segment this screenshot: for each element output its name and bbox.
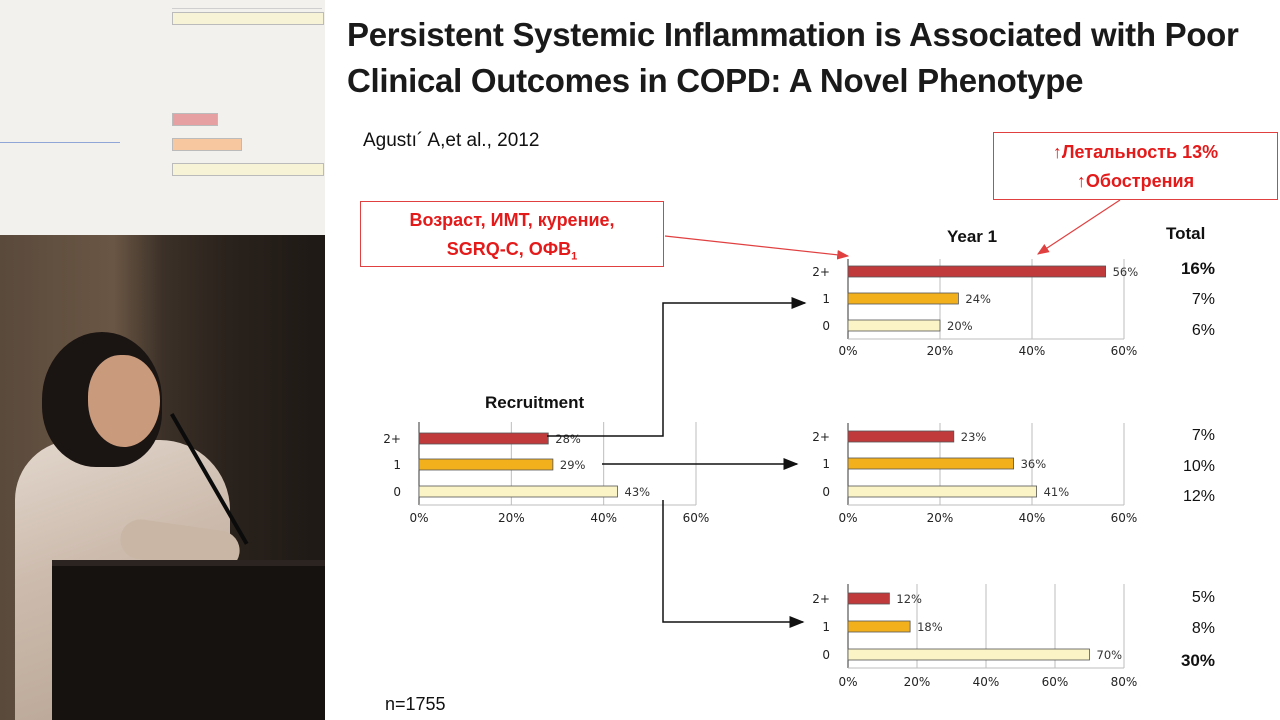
- callout-line-2: ↑Обострения: [1076, 171, 1195, 191]
- slide: Persistent Systemic Inflammation is Asso…: [325, 0, 1280, 720]
- bar: [847, 430, 955, 443]
- tick-label: 80%: [1111, 675, 1138, 689]
- bar: [847, 319, 941, 332]
- tick-label: 40%: [590, 511, 617, 525]
- fragment-bar: [172, 163, 324, 176]
- callout-pointer-left: [664, 235, 850, 260]
- category-label: 1: [822, 292, 830, 306]
- tick-label: 20%: [498, 511, 525, 525]
- category-label: 0: [822, 648, 830, 662]
- tick-label: 40%: [1019, 344, 1046, 358]
- bar: [847, 592, 890, 605]
- data-label: 28%: [555, 432, 581, 446]
- category-label: 0: [822, 319, 830, 333]
- tick-label: 60%: [683, 511, 710, 525]
- total-value: 6%: [1191, 322, 1215, 339]
- total-value: 5%: [1191, 589, 1215, 606]
- bar: [847, 648, 1090, 661]
- category-label: 2+: [812, 265, 830, 279]
- podium: [52, 560, 325, 720]
- bar: [847, 457, 1015, 470]
- bar: [418, 458, 554, 471]
- tick-label: 20%: [904, 675, 931, 689]
- data-label: 12%: [896, 592, 922, 606]
- data-label: 70%: [1097, 648, 1123, 662]
- tick-label: 40%: [973, 675, 1000, 689]
- category-label: 0: [393, 485, 401, 499]
- data-label: 24%: [965, 292, 991, 306]
- data-label: 36%: [1021, 457, 1047, 471]
- tick-label: 60%: [1111, 344, 1138, 358]
- sample-size: n=1755: [385, 694, 446, 714]
- speaker-face: [88, 355, 160, 447]
- total-value: 10%: [1182, 458, 1215, 475]
- data-label: 20%: [947, 319, 973, 333]
- bar: [418, 432, 549, 445]
- tick-label: 20%: [927, 511, 954, 525]
- callout-line-2: SGRQ-C, ОФВ1: [361, 235, 663, 272]
- category-label: 2+: [383, 432, 401, 446]
- camera-view: [0, 0, 325, 720]
- charts-svg: 0% 20% 40% 60% 2+ 28% 1 29% 0 43% 0% 20% 40% 60% 2+ 56%…: [383, 199, 1138, 689]
- tick-label: 20%: [927, 344, 954, 358]
- category-label: 1: [822, 620, 830, 634]
- tick-label: 40%: [1019, 511, 1046, 525]
- mortality-callout: ↑Летальность 13% ↑Обострения: [993, 132, 1278, 200]
- citation: Agustı´ A,et al., 2012: [363, 130, 540, 151]
- category-label: 1: [822, 457, 830, 471]
- callout-line-1: Возраст, ИМТ, курение,: [409, 210, 615, 230]
- arrow-2plus-to-top: [547, 297, 807, 437]
- slide-title: Persistent Systemic Inflammation is Asso…: [347, 16, 1239, 99]
- bar-chart-year1_from_2plus: 0% 20% 40% 60% 2+ 56% 1 24% 0 20%: [812, 259, 1138, 358]
- data-label: 23%: [961, 430, 987, 444]
- bar: [847, 485, 1038, 498]
- category-label: 0: [822, 485, 830, 499]
- tick-label: 60%: [1111, 511, 1138, 525]
- tick-label: 0%: [409, 511, 428, 525]
- bar: [847, 265, 1107, 278]
- callout-line-1: ↑Летальность 13%: [1052, 142, 1219, 162]
- callout-subscript: 1: [571, 250, 578, 263]
- data-label: 18%: [917, 620, 943, 634]
- tick-label: 0%: [838, 675, 857, 689]
- bar-chart-recruitment: 0% 20% 40% 60% 2+ 28% 1 29% 0 43%: [383, 422, 709, 525]
- bar-chart-year1_from_1: 0% 20% 40% 60% 2+ 23% 1 36% 0 41%: [812, 423, 1137, 525]
- bar-chart-year1_from_0: 0% 20% 40% 60% 80% 2+ 12% 1 18% 0 70%: [812, 584, 1137, 689]
- projected-slide-fragment: [0, 0, 325, 239]
- fragment-bar: [172, 12, 324, 25]
- tick-label: 0%: [838, 344, 857, 358]
- data-label: 29%: [560, 458, 586, 472]
- data-label: 43%: [625, 485, 651, 499]
- bar: [847, 620, 911, 633]
- recruitment-label: Recruitment: [485, 393, 585, 412]
- callout-text-2: SGRQ-C, ОФВ: [446, 239, 572, 259]
- total-value: 30%: [1180, 651, 1215, 670]
- callout-pointer-right: [1036, 199, 1121, 255]
- total-value: 7%: [1191, 291, 1215, 308]
- bar: [847, 292, 959, 305]
- fragment-bar: [172, 138, 242, 151]
- risk-factors-callout: Возраст, ИМТ, курение, SGRQ-C, ОФВ1: [360, 201, 664, 267]
- category-label: 2+: [812, 430, 830, 444]
- category-label: 1: [393, 458, 401, 472]
- fragment-gridline: [172, 8, 322, 9]
- fragment-arrow: [0, 142, 120, 143]
- total-value: 8%: [1191, 620, 1215, 637]
- fragment-bar: [172, 113, 218, 126]
- bar: [418, 485, 618, 498]
- total-value: 7%: [1191, 427, 1215, 444]
- total-value: 12%: [1182, 488, 1215, 505]
- data-label: 41%: [1044, 485, 1070, 499]
- arrow-0-to-bottom: [662, 500, 805, 628]
- data-label: 56%: [1113, 265, 1139, 279]
- year1-label: Year 1: [947, 227, 998, 246]
- category-label: 2+: [812, 592, 830, 606]
- tick-label: 0%: [838, 511, 857, 525]
- tick-label: 60%: [1042, 675, 1069, 689]
- connectors: [547, 199, 1121, 628]
- total-header: Total: [1166, 224, 1206, 243]
- total-value: 16%: [1180, 259, 1215, 278]
